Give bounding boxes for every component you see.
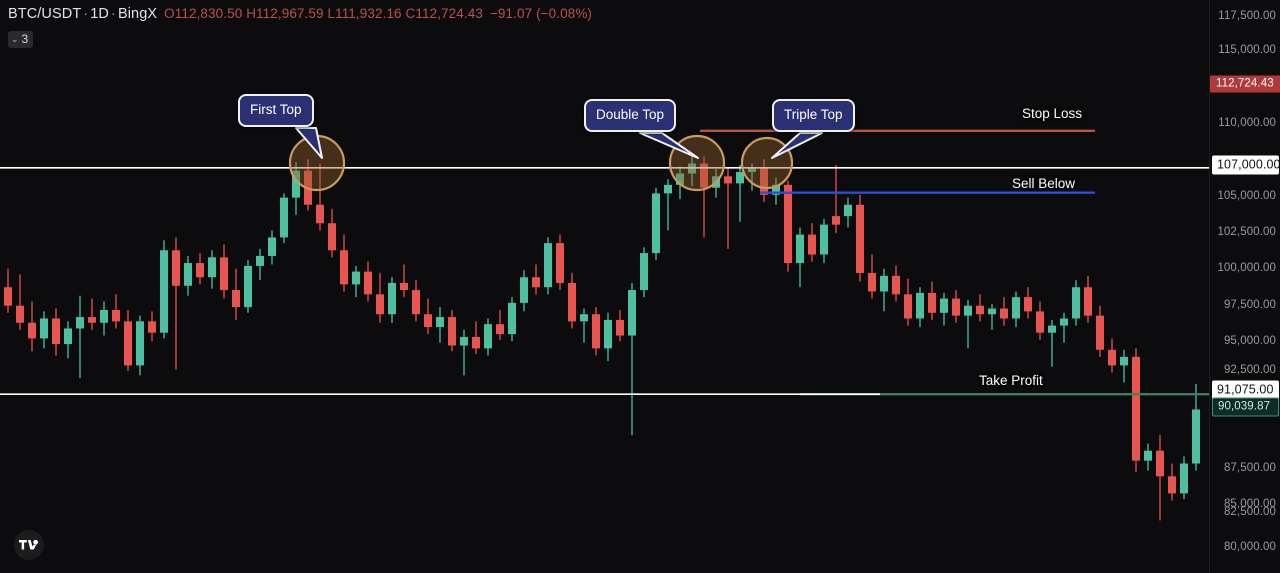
callout-tail — [639, 132, 699, 159]
pattern-circle-markers — [288, 134, 794, 192]
tradingview-logo[interactable] — [14, 530, 44, 560]
price-tick: 115,000.00 — [1218, 44, 1276, 56]
price-tick: 102,500.00 — [1217, 226, 1276, 238]
last-price-tag: 112,724.43 — [1210, 75, 1280, 93]
price-tick: 80,000.00 — [1223, 541, 1276, 553]
price-tick: 97,500.00 — [1223, 299, 1276, 311]
price-tick: 117,500.00 — [1218, 10, 1276, 22]
take-profit-price-tag: 91,075.00 — [1212, 380, 1279, 400]
callout-tail — [295, 127, 323, 159]
tradingview-logo-icon — [19, 539, 39, 550]
candlestick-canvas — [0, 127, 1210, 521]
label-take-profit[interactable]: Take Profit — [979, 373, 1043, 388]
label-sell-below[interactable]: Sell Below — [1012, 176, 1076, 191]
price-tick: 95,000.00 — [1223, 335, 1276, 347]
price-tick: 82,500.00 — [1223, 506, 1276, 518]
price-tick: 100,000.00 — [1217, 262, 1276, 274]
callout-first-top[interactable]: First Top — [238, 94, 314, 127]
resistance-price-tag: 107,000.00 — [1212, 155, 1280, 175]
callout-double-top[interactable]: Double Top — [584, 99, 677, 132]
price-level-lines — [0, 129, 1210, 396]
chart-plot-area[interactable] — [0, 0, 1210, 573]
label-stop-loss[interactable]: Stop Loss — [1022, 106, 1083, 121]
price-tick: 105,000.00 — [1217, 190, 1276, 202]
price-scale[interactable]: 117,500.00 115,000.00 110,000.00 105,000.00… — [1209, 0, 1280, 573]
price-tick: 92,500.00 — [1223, 364, 1276, 376]
callout-pointer-tails — [295, 127, 823, 159]
callout-tail — [771, 132, 823, 159]
candle-series — [4, 154, 1200, 521]
price-tick: 110,000.00 — [1218, 117, 1276, 129]
callout-triple-top[interactable]: Triple Top — [772, 99, 855, 132]
price-tick: 85,000.00 — [1223, 498, 1276, 510]
price-tick: 87,500.00 — [1223, 462, 1276, 474]
close-price-tag: 90,039.87 — [1212, 397, 1279, 417]
